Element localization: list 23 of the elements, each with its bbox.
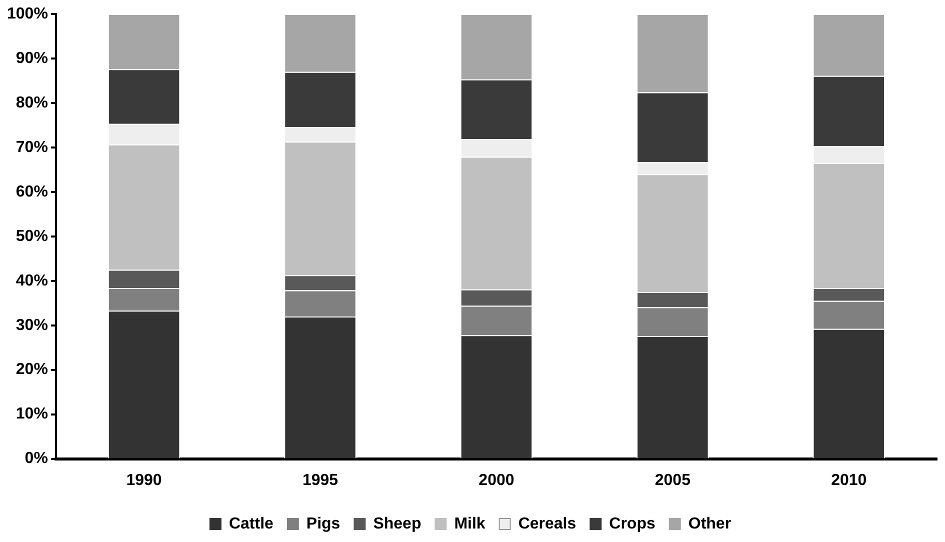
legend-label: Sheep	[373, 515, 422, 532]
x-tick-label: 2010	[831, 472, 867, 489]
x-tick-label: 1990	[126, 472, 162, 489]
y-tick-label: 0%	[24, 450, 48, 468]
legend-label: Crops	[609, 515, 656, 532]
legend-label: Pigs	[306, 515, 340, 532]
y-tick-label: 70%	[16, 138, 48, 156]
legend-label: Cereals	[518, 515, 576, 532]
legend-label: Cattle	[228, 515, 274, 532]
y-tick-label: 20%	[16, 361, 48, 378]
y-tick-label: 10%	[16, 406, 48, 423]
x-tick-label: 1995	[302, 472, 338, 489]
y-tick-label: 80%	[16, 94, 48, 112]
y-tick-label: 40%	[16, 272, 48, 290]
x-tick-label: 2000	[478, 472, 514, 489]
legend-label: Other	[688, 515, 732, 532]
y-tick-label: 60%	[16, 183, 48, 200]
x-tick-label: 2005	[654, 472, 691, 489]
y-tick-label: 90%	[16, 50, 48, 67]
legend-label: Milk	[454, 515, 486, 532]
y-tick-label: 100%	[7, 5, 48, 22]
y-tick-label: 50%	[16, 228, 48, 245]
y-tick-label: 30%	[16, 316, 48, 334]
